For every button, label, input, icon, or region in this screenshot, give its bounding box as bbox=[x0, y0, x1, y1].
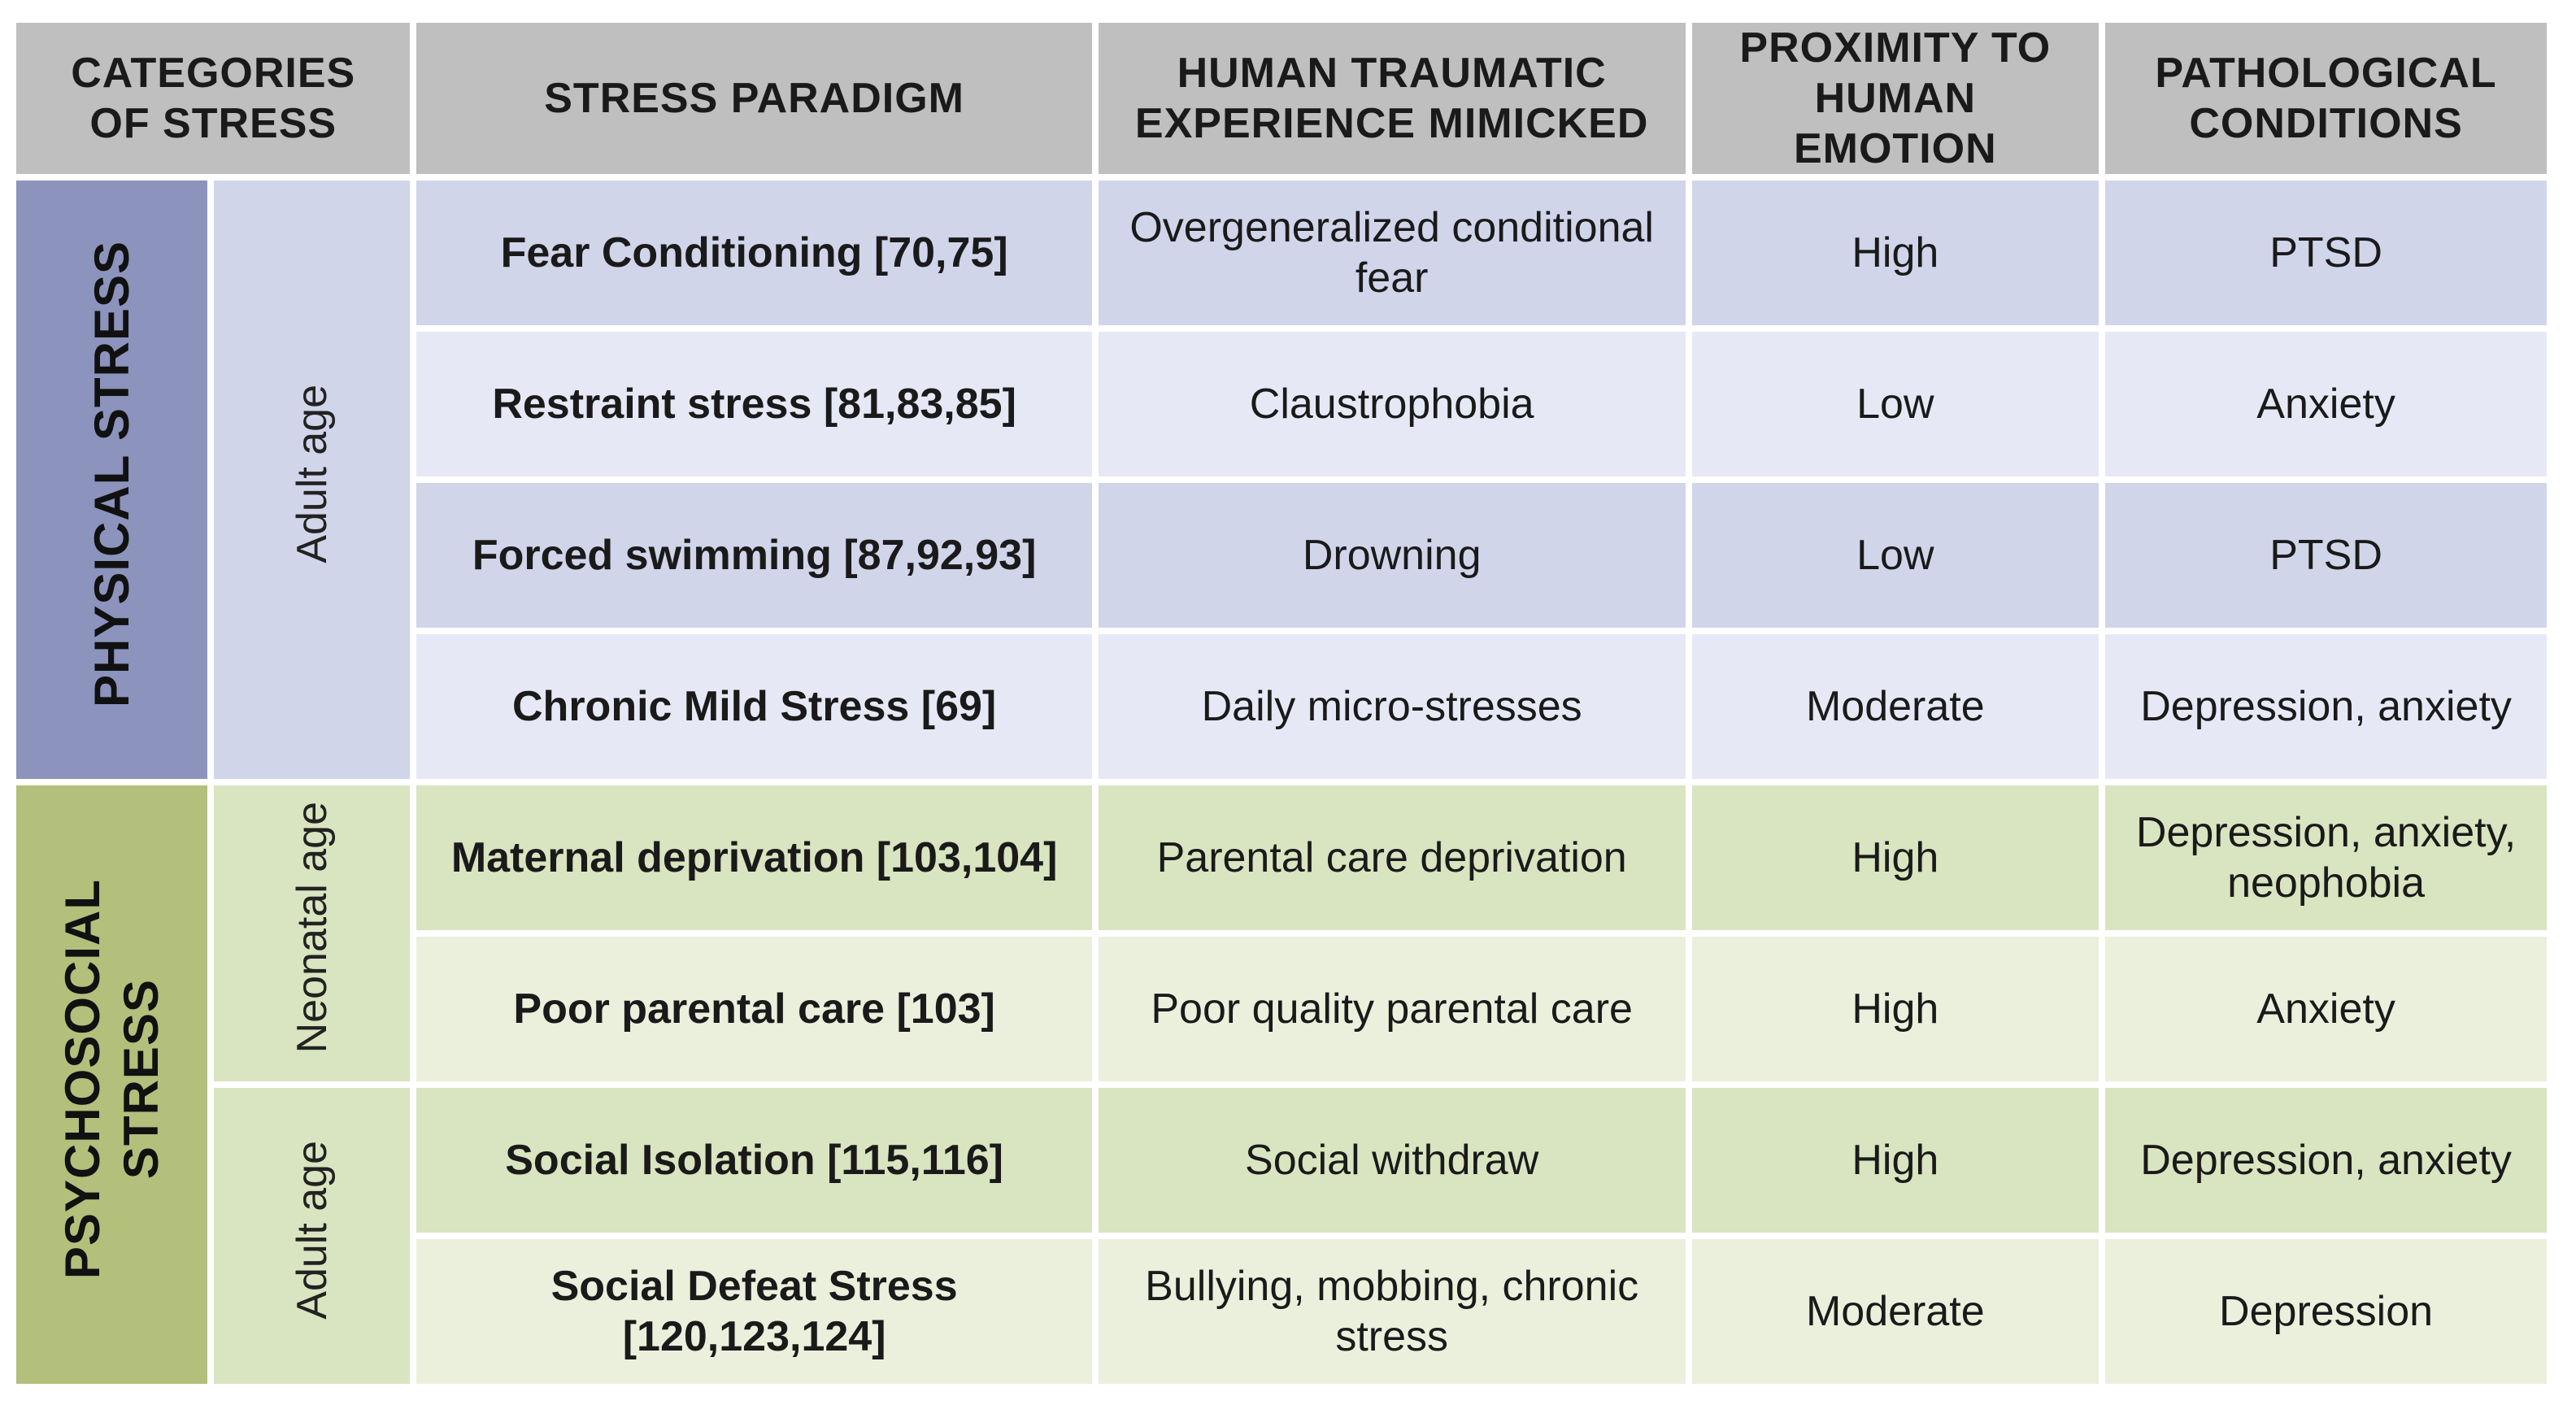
table: CATEGORIES OF STRESS STRESS PARADIGM HUM… bbox=[10, 16, 2553, 1390]
conditions-cell: PTSD bbox=[2105, 181, 2547, 325]
header-experience: HUMAN TRAUMATIC EXPERIENCE MIMICKED bbox=[1098, 23, 1686, 174]
table-row: Social Defeat Stress [120,123,124] Bully… bbox=[16, 1239, 2547, 1384]
proximity-cell: High bbox=[1691, 1088, 2100, 1233]
category-label: PSYCHOSOCIAL STRESS bbox=[54, 879, 171, 1279]
age-label: Adult age bbox=[288, 385, 336, 563]
experience-cell: Claustrophobia bbox=[1098, 332, 1686, 476]
table-row: Poor parental care [103] Poor quality pa… bbox=[16, 937, 2547, 1081]
proximity-cell: Moderate bbox=[1691, 634, 2100, 779]
proximity-cell: Low bbox=[1691, 332, 2100, 476]
conditions-cell: Depression bbox=[2105, 1239, 2547, 1384]
experience-cell: Poor quality parental care bbox=[1098, 937, 1686, 1081]
header-row: CATEGORIES OF STRESS STRESS PARADIGM HUM… bbox=[16, 23, 2547, 174]
table-row: PSYCHOSOCIAL STRESS Neonatal age Maternal… bbox=[16, 785, 2547, 1384]
paradigm-cell: Maternal deprivation [103,104] bbox=[416, 785, 1092, 930]
conditions-cell: Anxiety bbox=[2105, 332, 2547, 476]
conditions-cell: Anxiety bbox=[2105, 937, 2547, 1081]
paradigm-cell: Social Isolation [115,116] bbox=[416, 1088, 1092, 1233]
table-row: Restraint stress [81,83,85] Claustrophob… bbox=[16, 332, 2547, 476]
category-physical-stress: PHYSICAL STRESS bbox=[16, 181, 208, 779]
category-label-line1: PSYCHOSOCIAL bbox=[54, 878, 110, 1280]
header-proximity: PROXIMITY TO HUMAN EMOTION bbox=[1691, 23, 2100, 174]
paradigm-cell: Fear Conditioning [70,75] bbox=[416, 181, 1092, 325]
proximity-cell: Moderate bbox=[1691, 1239, 2100, 1384]
age-label: Adult age bbox=[288, 1141, 336, 1320]
paradigm-cell: Poor parental care [103] bbox=[416, 937, 1092, 1081]
conditions-cell: PTSD bbox=[2105, 483, 2547, 628]
header-categories: CATEGORIES OF STRESS bbox=[16, 23, 411, 174]
paradigm-cell: Chronic Mild Stress [69] bbox=[416, 634, 1092, 779]
proximity-cell: High bbox=[1691, 181, 2100, 325]
header-paradigm: STRESS PARADIGM bbox=[416, 23, 1092, 174]
paradigm-cell: Forced swimming [87,92,93] bbox=[416, 483, 1092, 628]
experience-cell: Social withdraw bbox=[1098, 1088, 1686, 1233]
header-conditions: PATHOLOGICAL CONDITIONS bbox=[2105, 23, 2547, 174]
experience-cell: Daily micro-stresses bbox=[1098, 634, 1686, 779]
experience-cell: Bullying, mobbing, chronic stress bbox=[1098, 1239, 1686, 1384]
table-row: PHYSICAL STRESS Adult age Fear Condition… bbox=[16, 181, 2547, 779]
table-row: Adult age Social Isolation [115,116] Soc… bbox=[16, 1088, 2547, 1384]
age-label: Neonatal age bbox=[288, 802, 336, 1054]
proximity-cell: Low bbox=[1691, 483, 2100, 628]
stress-paradigms-table: CATEGORIES OF STRESS STRESS PARADIGM HUM… bbox=[16, 23, 2560, 1395]
category-label-line2: STRESS bbox=[113, 978, 168, 1180]
table-row: Chronic Mild Stress [69] Daily micro-str… bbox=[16, 634, 2547, 779]
paradigm-cell: Social Defeat Stress [120,123,124] bbox=[416, 1239, 1092, 1384]
table-row: Forced swimming [87,92,93] Drowning Low … bbox=[16, 483, 2547, 628]
age-group-adult: Adult age bbox=[214, 1088, 411, 1384]
category-label: PHYSICAL STRESS bbox=[84, 240, 139, 707]
age-group-neonatal: Neonatal age bbox=[214, 785, 411, 1081]
conditions-cell: Depression, anxiety, neophobia bbox=[2105, 785, 2547, 930]
experience-cell: Overgeneralized conditional fear bbox=[1098, 181, 1686, 325]
conditions-cell: Depression, anxiety bbox=[2105, 1088, 2547, 1233]
category-psychosocial-stress: PSYCHOSOCIAL STRESS bbox=[16, 785, 208, 1384]
conditions-cell: Depression, anxiety bbox=[2105, 634, 2547, 779]
proximity-cell: High bbox=[1691, 785, 2100, 930]
paradigm-cell: Restraint stress [81,83,85] bbox=[416, 332, 1092, 476]
experience-cell: Drowning bbox=[1098, 483, 1686, 628]
age-group-adult: Adult age bbox=[214, 181, 411, 779]
proximity-cell: High bbox=[1691, 937, 2100, 1081]
experience-cell: Parental care deprivation bbox=[1098, 785, 1686, 930]
